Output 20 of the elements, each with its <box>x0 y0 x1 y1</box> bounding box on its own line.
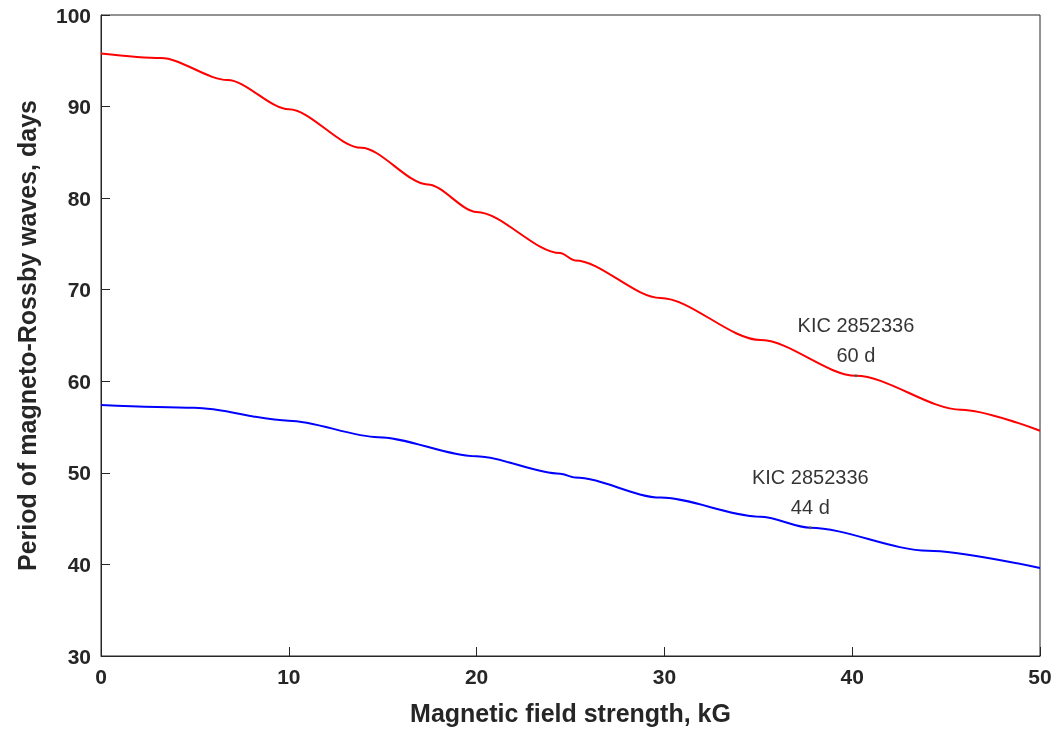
x-tick-label: 10 <box>277 665 301 688</box>
y-tick-label: 80 <box>67 186 91 210</box>
line-series <box>100 52 1041 432</box>
x-tick-label: 40 <box>840 665 864 688</box>
line-series <box>100 404 1041 570</box>
y-axis-title: Period of magneto-Rossby waves, days <box>12 100 41 571</box>
x-tick-label: 0 <box>95 665 107 688</box>
y-tick-label: 50 <box>67 461 91 485</box>
y-tick-label: 40 <box>67 552 91 576</box>
x-tick-label: 30 <box>652 665 677 688</box>
y-tick-label: 70 <box>67 278 91 302</box>
y-tick-label: 100 <box>55 3 91 27</box>
annotation: KIC 2852336 60 d <box>797 314 915 367</box>
y-tick-label: 30 <box>67 644 91 668</box>
x-tick-label: 20 <box>464 665 489 688</box>
annotation: KIC 2852336 44 d <box>751 466 869 519</box>
y-tick-label: 90 <box>67 95 91 119</box>
x-axis-title: Magnetic field strength, kG <box>410 698 731 727</box>
x-tick-label: 50 <box>1028 665 1052 688</box>
y-tick-label: 60 <box>67 369 91 393</box>
